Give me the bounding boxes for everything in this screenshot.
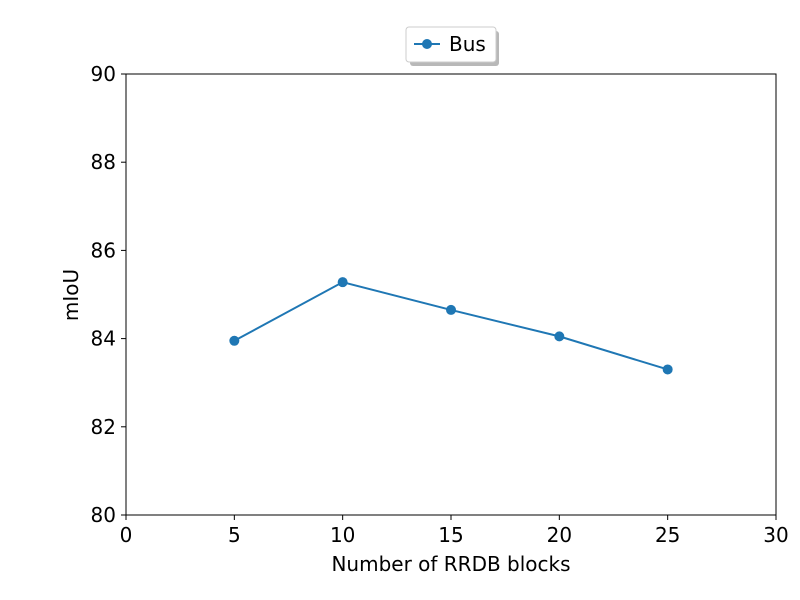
data-point: [662, 364, 673, 375]
y-axis-label: mIoU: [59, 269, 83, 321]
y-tick-label: 80: [91, 503, 116, 527]
y-tick-label: 86: [91, 238, 116, 262]
x-tick-label: 10: [330, 523, 355, 547]
plot-frame: [125, 73, 777, 516]
series-group: [229, 277, 673, 375]
y-axis: 80 82 84 86 88 90: [91, 62, 126, 527]
data-point: [446, 304, 456, 315]
legend: Bus: [405, 26, 499, 66]
plot-area: [125, 73, 777, 516]
data-point: [229, 335, 240, 346]
legend-box: [405, 26, 497, 63]
x-tick-label: 30: [763, 523, 788, 547]
series-line-bus: [233, 281, 668, 371]
data-point: [337, 277, 348, 288]
x-axis: 0 5 10 15 20 25 30: [120, 515, 789, 547]
legend-marker: [422, 39, 432, 49]
x-tick-label: 20: [547, 523, 572, 547]
x-tick-label: 15: [438, 523, 463, 547]
y-tick-label: 84: [91, 327, 116, 351]
data-point: [554, 331, 565, 342]
x-axis-label: Number of RRDB blocks: [331, 552, 570, 576]
x-tick-label: 25: [655, 523, 680, 547]
legend-label-bus: Bus: [449, 32, 486, 56]
y-tick-label: 82: [91, 415, 116, 439]
x-tick-label: 5: [228, 523, 241, 547]
y-tick-label: 90: [91, 62, 116, 86]
x-tick-label: 0: [120, 523, 133, 547]
y-tick-label: 88: [91, 150, 116, 174]
